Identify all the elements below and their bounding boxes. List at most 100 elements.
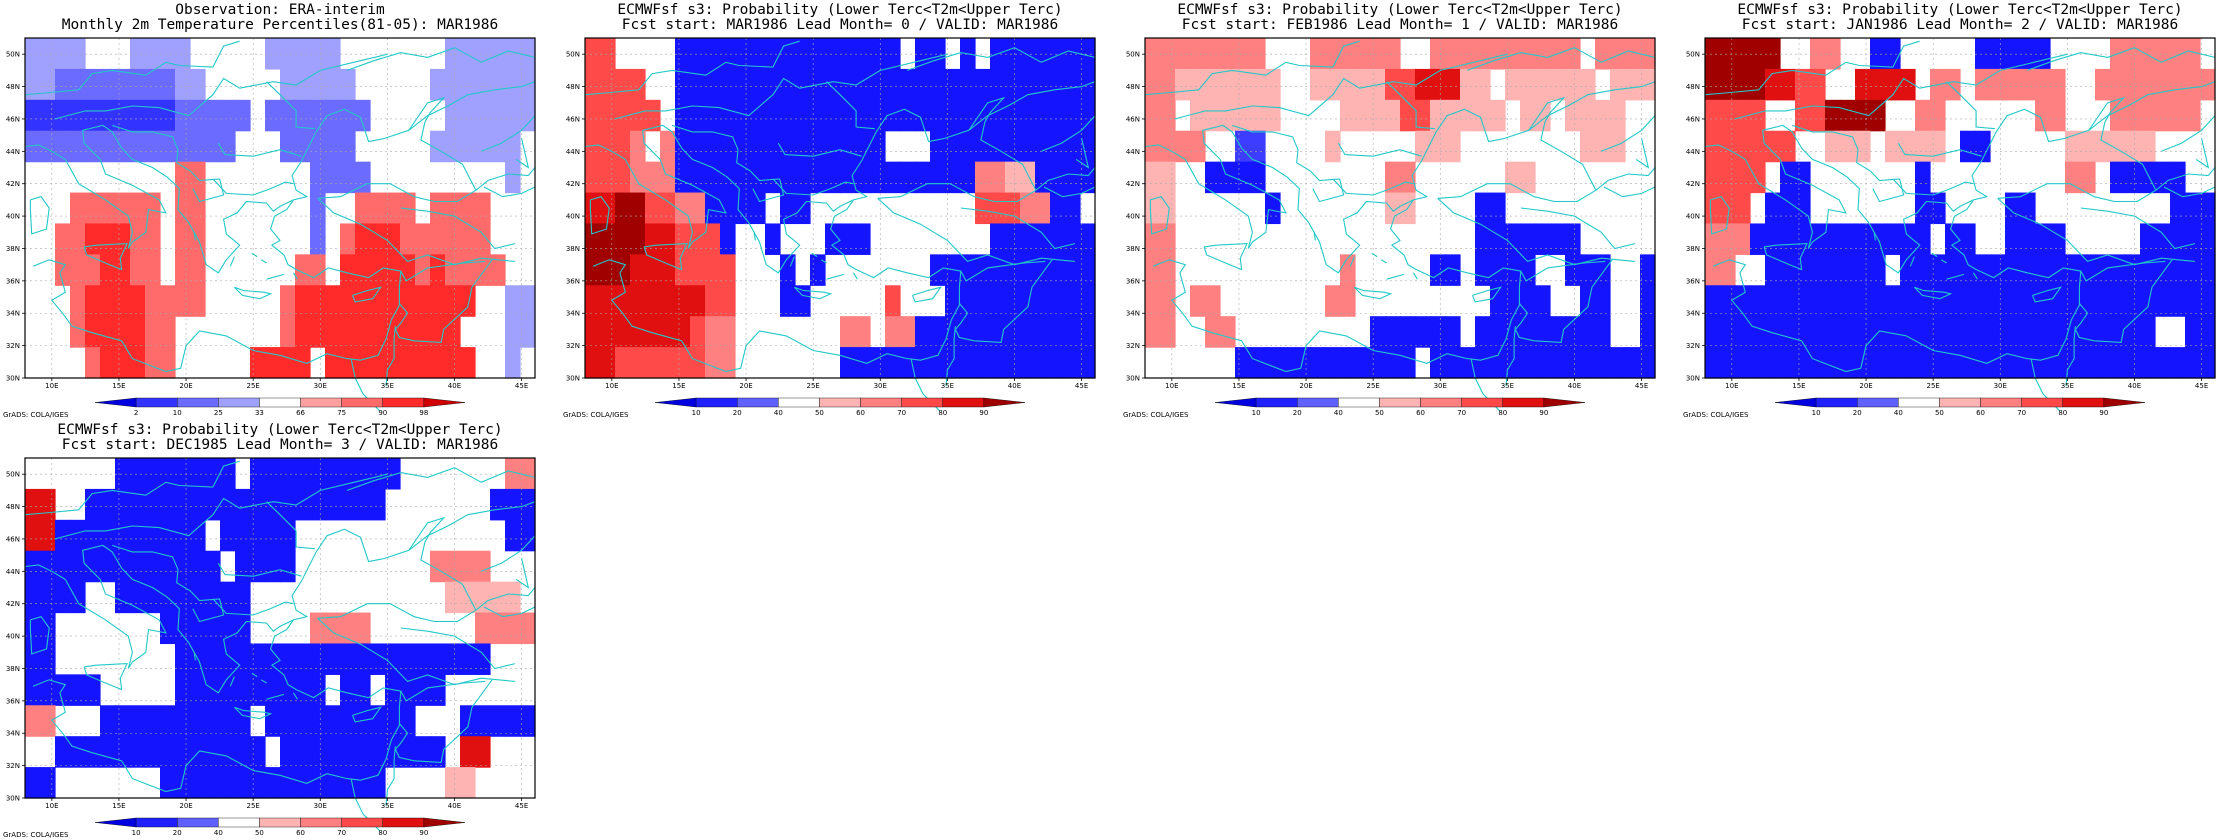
grid-cell — [340, 285, 356, 317]
grid-cell — [1475, 347, 1491, 379]
grid-cell — [1145, 316, 1161, 348]
grid-cell — [1035, 192, 1051, 225]
grid-cell — [1720, 99, 1736, 132]
coastline — [2065, 326, 2076, 387]
colorbar-swatch — [135, 397, 178, 408]
grid-cell — [1005, 130, 1021, 163]
y-tick-label: 30N — [6, 795, 20, 803]
grid-cell — [975, 285, 991, 317]
grid-cell — [915, 316, 931, 348]
grid-cell — [145, 519, 161, 552]
colorbar-swatch — [423, 817, 466, 828]
grid-cell — [840, 38, 856, 70]
grid-cell — [190, 130, 206, 163]
grid-cell — [1915, 285, 1931, 317]
y-tick-label: 44N — [6, 568, 20, 576]
grid-cell — [355, 488, 371, 521]
coastline — [351, 286, 383, 303]
grid-cell — [295, 254, 311, 286]
grid-cell — [520, 316, 536, 348]
grid-cell — [585, 316, 601, 348]
grid-cell — [1445, 254, 1461, 286]
grid-cell — [1915, 99, 1931, 132]
coastline — [1332, 178, 1414, 196]
plot-frame — [24, 457, 536, 799]
colorbar-label: 90 — [419, 829, 428, 837]
grid-cell — [2050, 68, 2066, 101]
grid-cell — [100, 347, 116, 379]
x-tick-label: 35E — [2061, 382, 2074, 390]
coastline — [292, 692, 298, 700]
grid-cell — [160, 736, 176, 768]
grid-cell — [2185, 99, 2201, 132]
grid-cell — [1220, 99, 1236, 132]
grid-cell — [1325, 347, 1341, 379]
grid-cell — [1385, 316, 1401, 348]
colorbar-label: 98 — [419, 409, 428, 417]
colorbar-label: 70 — [1457, 409, 1466, 417]
coastline — [1041, 115, 1096, 152]
coastline — [777, 142, 862, 157]
grid-cell — [1235, 161, 1251, 194]
coastline — [234, 286, 273, 300]
grid-cell — [460, 130, 476, 163]
grid-cell — [505, 705, 521, 737]
grid-cell — [205, 130, 221, 163]
y-tick-label: 34N — [6, 730, 20, 738]
grid-cell — [145, 705, 161, 737]
colorbar-label: 66 — [296, 409, 305, 417]
y-tick-label: 50N — [6, 471, 20, 479]
grid-cell — [1400, 99, 1416, 132]
grid-cell — [990, 254, 1006, 286]
grid-cell — [1490, 192, 1506, 225]
grid-cell — [1960, 223, 1976, 255]
grid-cell — [475, 736, 491, 768]
colorbar-label: 60 — [1976, 409, 1985, 417]
coastline — [753, 232, 756, 241]
grid-cell — [2155, 223, 2171, 255]
x-tick-label: 20E — [1299, 382, 1312, 390]
grid-cell — [810, 161, 826, 194]
grid-cell — [130, 488, 146, 521]
colorbar-swatch — [1297, 397, 1339, 408]
grid-cell — [445, 223, 461, 255]
grid-cell — [1430, 38, 1446, 70]
grid-cell — [175, 550, 191, 583]
colorbar-label: 40 — [1894, 409, 1903, 417]
grid-cell — [40, 705, 56, 737]
grid-cell — [990, 223, 1006, 255]
x-tick-label: 25E — [1926, 382, 1939, 390]
grid-cell — [415, 254, 431, 286]
grid-cell — [990, 192, 1006, 225]
colorbar-label: 80 — [2058, 409, 2067, 417]
grid-cell — [930, 130, 946, 163]
grid-cell — [960, 161, 976, 194]
grid-cell — [1705, 347, 1721, 379]
coastline — [24, 96, 477, 274]
grid-cell — [235, 612, 251, 645]
grid-cell — [1595, 316, 1611, 348]
colorbar-swatch — [218, 397, 260, 408]
grid-cell — [1930, 130, 1946, 163]
grid-cell — [1870, 254, 1886, 286]
colorbar-swatch — [259, 817, 301, 828]
grid-cell — [355, 674, 371, 706]
grid-cell — [160, 705, 176, 737]
grid-cell — [295, 736, 311, 768]
coastline — [1709, 196, 1730, 235]
grid-cell — [325, 488, 341, 521]
coastline — [826, 273, 845, 280]
map-panel-3: ECMWFsf s3: Probability (Lower Terc<T2m<… — [1120, 0, 1680, 420]
coastline — [614, 53, 948, 120]
coastline — [193, 232, 196, 241]
colorbar-swatch — [942, 397, 985, 408]
grid-cell — [445, 192, 461, 225]
map-panel-1: Observation: ERA-interim Monthly 2m Tempe… — [0, 0, 560, 420]
coastline — [772, 178, 854, 196]
grid-cell — [1765, 192, 1781, 225]
x-tick-label: 15E — [112, 802, 125, 810]
grid-cell — [1005, 285, 1021, 317]
grid-cell — [1520, 99, 1536, 132]
grid-cell — [250, 643, 266, 675]
grid-cell — [1930, 254, 1946, 286]
